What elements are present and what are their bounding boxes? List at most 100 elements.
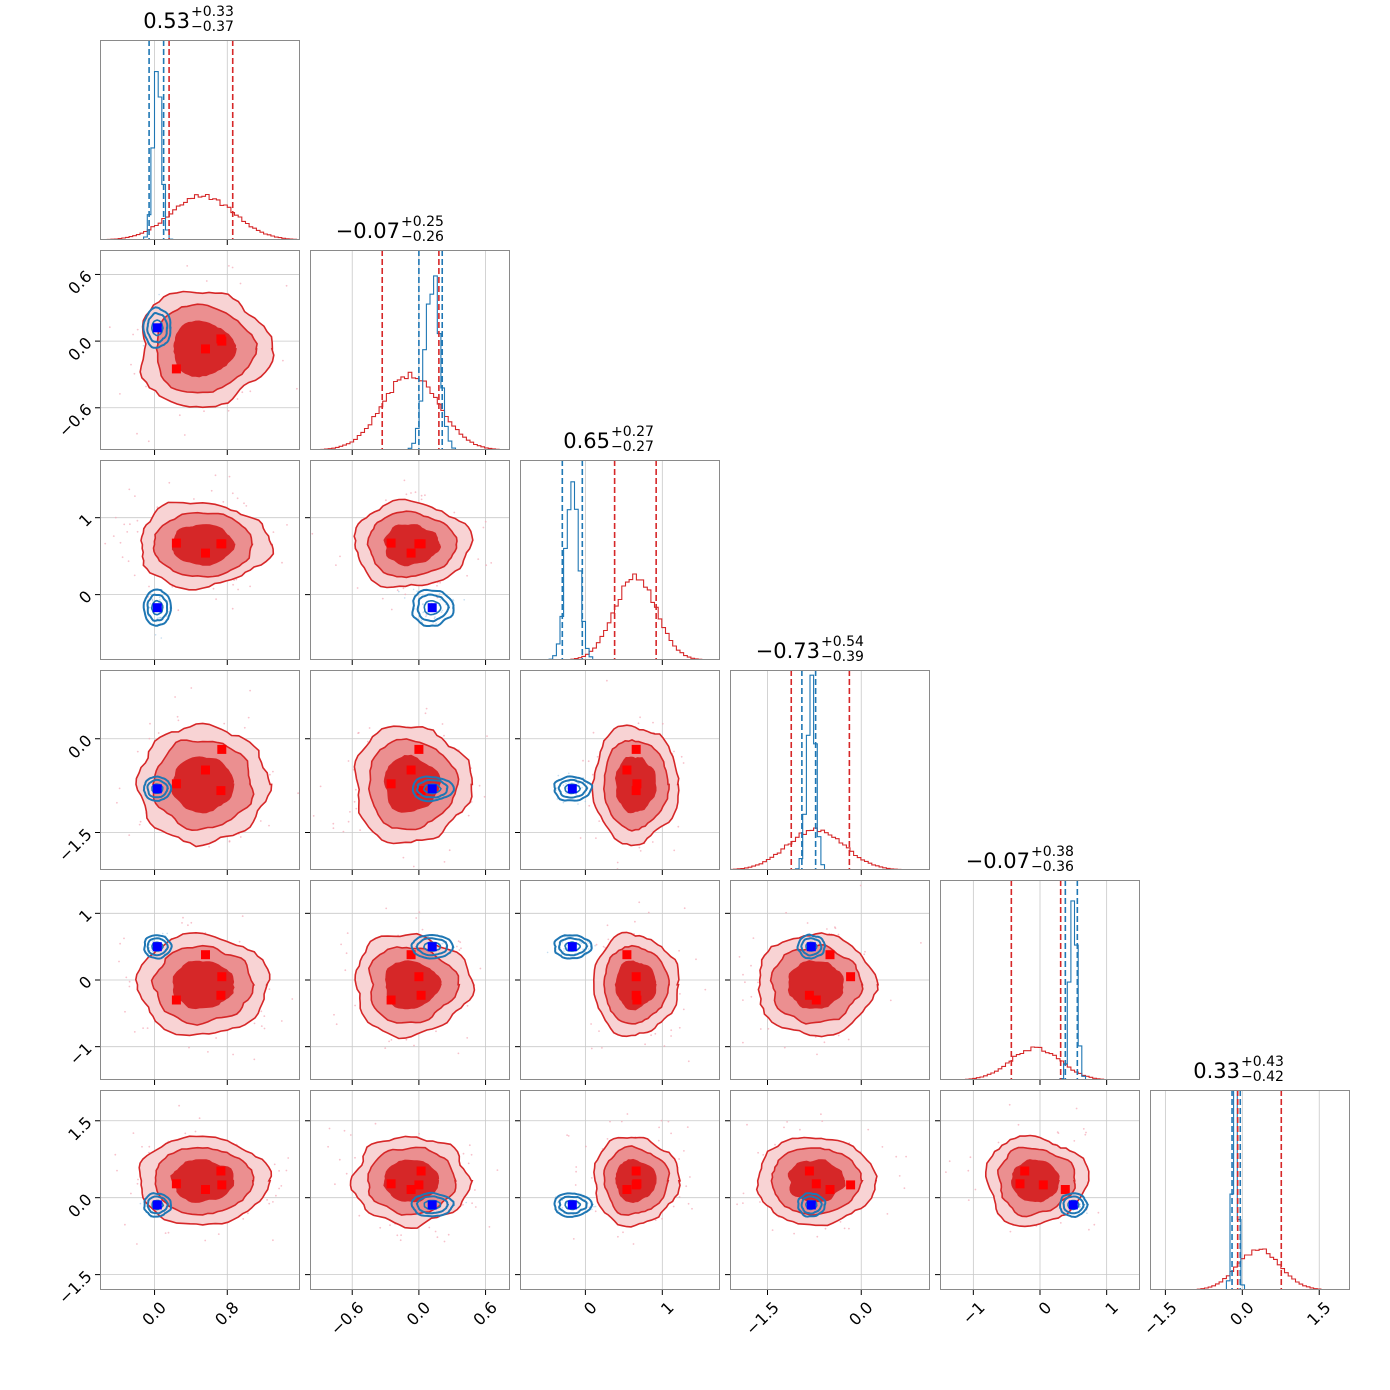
scatter-point-blue (158, 293, 160, 296)
scatter-point-red (466, 574, 468, 577)
histogram-blue (310, 275, 510, 450)
scatter-point-red (385, 499, 387, 502)
scatter-point-blue (580, 942, 583, 944)
scatter-point-red (483, 795, 486, 798)
blue-marker (427, 942, 437, 952)
scatter-point-red (460, 947, 462, 950)
scatter-point-red (124, 1223, 126, 1226)
scatter-point-red (275, 1194, 277, 1197)
histogram-red (520, 573, 720, 660)
scatter-point-red (413, 1044, 415, 1047)
x-tick-label: 0.0 (403, 1298, 434, 1329)
scatter-point-blue (413, 608, 416, 610)
scatter-point-red (133, 574, 136, 577)
blue-marker (152, 603, 162, 613)
red-marker (416, 990, 426, 1000)
scatter-point-red (232, 583, 235, 586)
scatter-point-red (590, 1023, 592, 1025)
scatter-point-blue (441, 609, 444, 612)
scatter-point-red (606, 679, 608, 682)
scatter-point-red (997, 1141, 1000, 1144)
panel-frame (730, 880, 930, 1080)
scatter-point-red (236, 497, 239, 500)
scatter-point-red (468, 1144, 471, 1147)
red-marker (414, 744, 424, 754)
scatter-point-red (403, 479, 406, 482)
scatter-point-blue (439, 598, 442, 601)
red-marker (201, 950, 210, 960)
scatter-point-red (441, 723, 444, 725)
scatter-point-red (886, 1213, 889, 1215)
panel-frame (100, 460, 300, 660)
red-marker (846, 972, 856, 982)
scatter-point-red (418, 911, 421, 913)
red-marker (217, 972, 227, 982)
contour-blue-middle (415, 937, 449, 957)
contour-blue-middle (415, 778, 449, 799)
scatter-point-red (484, 520, 487, 523)
scatter-point-red (821, 1120, 824, 1122)
contour-blue-middle (558, 1195, 588, 1215)
scatter-point-red (585, 1145, 587, 1148)
panel-5-4: −1 0 1 (935, 1090, 1140, 1328)
scatter-point-red (233, 579, 236, 581)
panel-frame (520, 460, 720, 660)
red-marker (201, 344, 210, 354)
scatter-point-red (467, 814, 470, 817)
scatter-point-red (457, 940, 460, 943)
scatter-point-red (672, 1205, 675, 1208)
scatter-point-red (466, 1037, 469, 1039)
scatter-point-red (171, 585, 174, 588)
scatter-point-red (881, 1146, 884, 1148)
scatter-point-red (136, 1182, 139, 1185)
red-marker (1015, 1179, 1025, 1189)
scatter-point-red (249, 689, 252, 692)
scatter-point-red (1075, 1107, 1078, 1110)
scatter-point-blue (149, 603, 151, 605)
contour-blue-inner (150, 319, 164, 337)
scatter-point-red (238, 940, 241, 943)
scatter-point-red (582, 759, 584, 762)
scatter-point-red (436, 584, 438, 587)
scatter-point-blue (566, 787, 568, 790)
scatter-point-red (231, 266, 234, 269)
red-marker (1038, 1180, 1048, 1190)
red-marker (414, 972, 424, 982)
red-marker (846, 1180, 856, 1190)
red-marker (216, 1166, 226, 1176)
scatter-point-red (1097, 1211, 1100, 1214)
x-tick-label: 0.0 (1226, 1298, 1257, 1329)
scatter-point-red (187, 924, 189, 927)
scatter-point-red (344, 969, 347, 972)
scatter-point-red (864, 950, 866, 953)
scatter-point-red (470, 801, 473, 803)
red-marker (201, 548, 210, 558)
scatter-point-red (736, 1203, 738, 1206)
scatter-point-red (425, 707, 428, 710)
scatter-point-blue (594, 944, 596, 947)
scatter-point-red (695, 958, 697, 961)
panel-frame (100, 880, 300, 1080)
scatter-point-blue (158, 617, 160, 619)
scatter-point-blue (151, 599, 154, 601)
scatter-point-red (837, 933, 840, 936)
y-tick-label: 0.0 (64, 333, 95, 364)
scatter-point-red (435, 1030, 437, 1033)
scatter-point-red (673, 849, 676, 852)
scatter-point-red (816, 1235, 819, 1238)
contour-blue-outer (1058, 1192, 1089, 1219)
scatter-point-red (742, 999, 744, 1001)
scatter-point-red (652, 721, 654, 724)
scatter-point-red (457, 1052, 460, 1055)
scatter-point-red (680, 755, 683, 758)
scatter-point-red (142, 1027, 145, 1029)
red-marker (171, 364, 181, 374)
scatter-point-red (127, 560, 130, 563)
red-marker (414, 539, 424, 549)
scatter-point-red (848, 1227, 850, 1230)
scatter-point-blue (150, 949, 152, 952)
scatter-point-red (177, 609, 180, 612)
y-tick-label: 0.0 (64, 731, 95, 762)
scatter-point-red (652, 886, 654, 888)
blue-marker (567, 784, 577, 794)
